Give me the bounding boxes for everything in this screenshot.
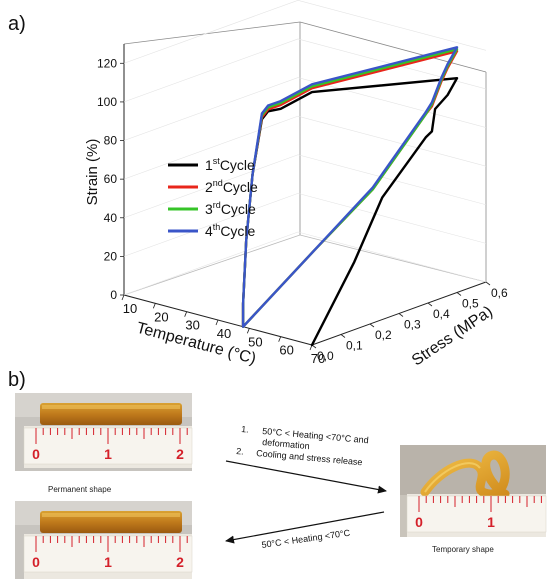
strain-tick-label: 20	[104, 249, 118, 263]
recovered-shape-photo: 0 1 2	[15, 501, 193, 579]
strain-tick-label: 80	[104, 134, 118, 148]
step2-line1: Cooling and stress release	[256, 448, 363, 467]
legend-label: 2ndCycle	[205, 178, 258, 195]
strain-tick-label: 0	[110, 288, 117, 302]
temperature-tick-mark	[215, 319, 219, 326]
stress-tick-mark	[456, 292, 462, 296]
legend-label: 1stCycle	[205, 156, 255, 173]
ruler-2: 0 1 2	[23, 535, 193, 573]
ruler-number: 2	[176, 446, 184, 462]
reverse-step-text: 50°C < Heating <70°C	[261, 528, 351, 550]
stress-tick-mark	[340, 334, 346, 338]
permanent-shape-photo: 0 1 2	[15, 393, 193, 471]
temperature-tick-label: 20	[154, 309, 168, 324]
temperature-tick-label: 40	[217, 326, 231, 341]
ruler-number: 1	[487, 514, 495, 530]
ruler-number: 0	[32, 446, 40, 462]
temperature-tick-mark	[246, 328, 250, 334]
temperature-tick-label: 50	[248, 334, 262, 349]
stress-tick-mark	[369, 323, 375, 328]
stress-tick-label: 0,6	[491, 286, 508, 300]
temperature-tick-label: 70	[311, 351, 325, 366]
ruler-1: 0 1 2	[23, 427, 193, 465]
ruler-number: 0	[415, 514, 423, 530]
stress-axis-ticks: 0,0 0,1 0,2 0,3 0,4 0,5 0,6	[311, 281, 508, 363]
panel-b-label: b)	[8, 369, 26, 391]
series-layer	[241, 46, 459, 347]
reverse-arrow	[225, 511, 385, 544]
strain-tick-label: 120	[97, 56, 117, 70]
stress-tick-label: 0,3	[404, 318, 421, 332]
strain-tick-label: 40	[104, 211, 118, 225]
plot-gridlines	[123, 0, 487, 296]
permanent-shape-caption: Permanent shape	[48, 485, 112, 494]
series-line-cycle-2	[241, 50, 459, 328]
stress-tick-label: 0,1	[346, 339, 363, 353]
temperature-tick-mark	[278, 336, 282, 342]
stress-axis-label: Stress (MPa)	[409, 303, 496, 369]
temperature-tick-mark	[152, 303, 156, 309]
series-line-cycle-3	[241, 48, 459, 328]
strain-tick-label: 100	[97, 95, 117, 109]
temporary-shape-caption: Temporary shape	[432, 545, 494, 554]
strain-tick-label: 60	[104, 172, 118, 186]
temperature-tick-mark	[184, 311, 188, 317]
stress-tick-label: 0,4	[433, 307, 450, 321]
step2-number: 2.	[236, 446, 244, 457]
step1-line2: deformation	[262, 437, 310, 451]
forward-arrow	[225, 460, 387, 494]
forward-steps: 1. 50°C < Heating <70°C and deformation …	[236, 424, 369, 467]
temperature-tick-mark	[121, 294, 125, 301]
ruler-number: 1	[104, 446, 112, 462]
panel-a-label: a)	[8, 13, 26, 35]
stress-tick-mark	[398, 313, 404, 317]
stress-tick-label: 0,2	[375, 328, 392, 342]
legend-label: 3rdCycle	[205, 200, 256, 217]
series-line-cycle-4	[241, 46, 459, 328]
temperature-tick-label: 60	[279, 343, 293, 358]
strain-axis-label: Strain (%)	[84, 139, 101, 206]
stress-tick-mark	[485, 281, 491, 286]
plot-box-frame	[123, 21, 487, 346]
stress-tick-label: 0,0	[317, 349, 334, 363]
legend-label: 4thCycle	[205, 222, 256, 239]
temperature-tick-label: 10	[123, 301, 137, 316]
ruler-number: 0	[32, 554, 40, 570]
stress-tick-label: 0,5	[462, 297, 479, 311]
ruler-number: 2	[176, 554, 184, 570]
temperature-tick-label: 30	[185, 318, 199, 333]
stress-tick-mark	[427, 302, 433, 307]
chart-legend: 1stCycle 2ndCycle 3rdCycle 4thCycle	[168, 156, 258, 239]
strain-axis-ticks: 0 20 40 60 80 100 120	[97, 56, 124, 302]
ruler-number: 1	[104, 554, 112, 570]
step1-number: 1.	[241, 424, 249, 435]
temperature-axis-ticks: 10 20 30 40 50 60 70	[121, 294, 325, 366]
